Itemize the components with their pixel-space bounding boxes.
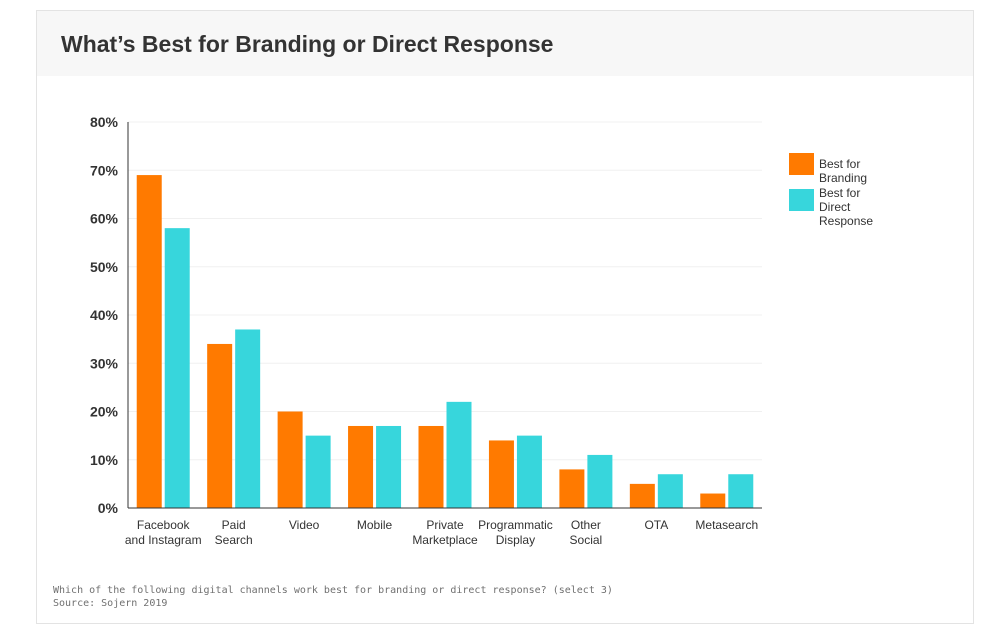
bar-direct-response	[728, 474, 754, 508]
bar-branding	[207, 343, 233, 508]
x-tick-label: Programmatic Display	[478, 518, 553, 547]
survey-question: Which of the following digital channels …	[53, 585, 613, 596]
bar-branding	[488, 440, 514, 508]
y-tick-label: 0%	[98, 500, 119, 516]
bar-direct-response	[164, 228, 190, 508]
bar-branding	[559, 469, 585, 508]
chart-title: What’s Best for Branding or Direct Respo…	[61, 31, 554, 57]
bar-direct-response	[657, 474, 683, 508]
x-tick-label: OTA	[644, 518, 668, 532]
y-tick-label: 50%	[90, 259, 119, 275]
bar-direct-response	[376, 425, 402, 508]
y-tick-label: 80%	[90, 114, 119, 130]
bar-direct-response	[305, 435, 331, 508]
bar-branding	[418, 425, 444, 508]
bar-branding	[629, 483, 655, 508]
bar-direct-response	[446, 401, 472, 508]
x-tick-label: Paid Search	[215, 518, 253, 547]
y-tick-label: 20%	[90, 404, 119, 420]
bar-direct-response	[516, 435, 542, 508]
chart-header: What’s Best for Branding or Direct Respo…	[37, 11, 973, 76]
x-tick-label: Mobile	[357, 518, 393, 532]
legend-swatch-branding	[789, 153, 814, 175]
bar-branding	[277, 411, 303, 508]
x-tick-label: Other Social	[570, 518, 603, 547]
bar-direct-response	[235, 329, 261, 508]
y-tick-label: 60%	[90, 211, 119, 227]
bar-direct-response	[587, 454, 613, 508]
legend-label-branding: Best for Branding	[819, 157, 868, 185]
x-tick-label: Facebook and Instagram	[125, 518, 202, 547]
x-tick-label: Video	[289, 518, 320, 532]
x-tick-label: Private Marketplace	[412, 518, 478, 547]
y-tick-label: 30%	[90, 355, 119, 371]
source-note: Source: Sojern 2019	[53, 598, 168, 609]
y-tick-label: 10%	[90, 452, 119, 468]
bar-branding	[136, 175, 162, 508]
chart-card: What’s Best for Branding or Direct Respo…	[36, 10, 974, 624]
y-tick-label: 40%	[90, 307, 119, 323]
x-tick-label: Metasearch	[695, 518, 758, 532]
bar-chart: 0% 10% 20% 30% 40% 50% 60% 70% 80% Facebook and In…	[90, 114, 762, 547]
bar-branding	[348, 425, 374, 508]
legend-swatch-direct-response	[789, 189, 814, 211]
chart-footnote: Which of the following digital channels …	[53, 584, 613, 610]
bar-branding	[700, 493, 726, 508]
y-tick-label: 70%	[90, 162, 119, 178]
legend-label-direct-response: Best for Direct Response	[819, 186, 874, 228]
